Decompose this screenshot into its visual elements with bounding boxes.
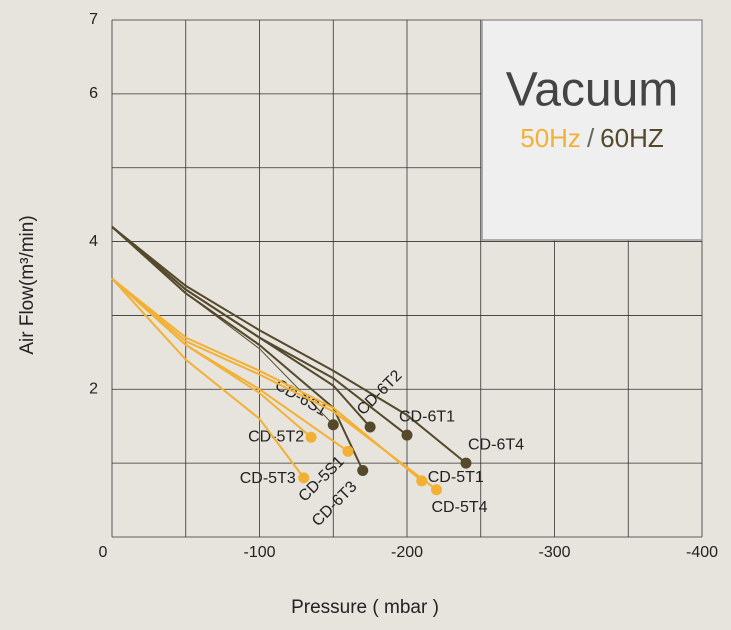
end-point — [298, 472, 310, 484]
series-line — [111, 226, 467, 464]
series-label: CD-5T3 — [240, 470, 296, 487]
series-label: CD-6T1 — [399, 408, 455, 425]
legend-separator: / — [587, 123, 595, 153]
end-point — [416, 475, 428, 487]
end-point — [327, 419, 339, 431]
y-tick-label: 4 — [89, 233, 98, 250]
end-point — [460, 457, 472, 469]
y-tick-label: 7 — [89, 11, 98, 28]
legend-item: 50Hz — [520, 123, 581, 153]
series-line — [111, 277, 438, 491]
end-point — [305, 431, 317, 443]
series-label: CD-6T4 — [468, 436, 524, 453]
end-point — [342, 445, 354, 457]
end-point — [357, 465, 369, 477]
series-line — [111, 277, 423, 482]
end-point — [364, 421, 376, 433]
x-tick-label: 0 — [99, 544, 108, 561]
y-axis-label: Air Flow(m³/min) — [17, 215, 38, 354]
legend-item: 60HZ — [600, 123, 664, 153]
x-tick-label: -100 — [243, 544, 275, 561]
legend-box — [481, 19, 703, 241]
series-label: CD-5T2 — [248, 429, 304, 446]
series-label: CD-5T1 — [428, 469, 484, 486]
y-tick-label: 2 — [89, 381, 98, 398]
end-point — [431, 484, 442, 496]
series-line — [111, 277, 305, 479]
x-axis-label: Pressure ( mbar ) — [291, 597, 439, 618]
series-line — [111, 226, 364, 471]
series-line — [111, 226, 371, 428]
legend-items: 50Hz/60HZ — [520, 123, 664, 153]
series-label: CD-5T4 — [432, 499, 488, 516]
x-tick-label: -400 — [686, 544, 718, 561]
x-tick-label: -200 — [391, 544, 423, 561]
legend-title: Vacuum — [506, 64, 679, 117]
x-tick-label: -300 — [538, 544, 570, 561]
end-point — [401, 429, 413, 441]
series-line — [111, 277, 349, 453]
y-tick-label: 6 — [89, 85, 98, 102]
